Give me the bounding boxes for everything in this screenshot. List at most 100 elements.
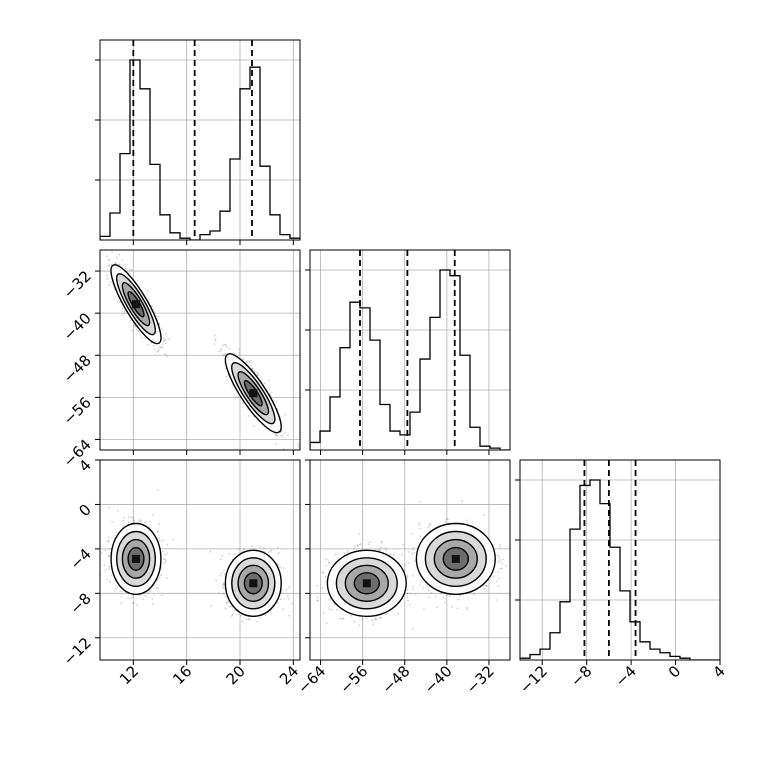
sample-point: [495, 599, 498, 601]
histogram-panel: [95, 39, 301, 245]
sample-point: [219, 558, 222, 561]
sample-point: [417, 524, 420, 526]
sample-point: [230, 615, 233, 617]
sample-point: [157, 348, 160, 351]
sample-point: [117, 510, 119, 512]
sample-point: [466, 519, 469, 522]
sample-point: [411, 533, 414, 535]
sample-point: [465, 608, 468, 611]
sample-point: [128, 268, 131, 271]
sample-point: [133, 519, 136, 522]
sample-point: [358, 532, 361, 535]
sample-point: [287, 598, 290, 600]
sample-point: [152, 308, 155, 311]
sample-point: [100, 552, 103, 554]
sample-point: [359, 543, 362, 545]
sample-point: [225, 601, 228, 604]
sample-point: [228, 553, 231, 555]
panel-frame: [99, 249, 301, 451]
sample-point: [228, 606, 231, 608]
sample-point: [122, 525, 124, 528]
sample-point: [137, 330, 140, 333]
sample-point: [107, 265, 109, 267]
sample-point: [290, 602, 293, 605]
sample-point: [156, 531, 159, 533]
sample-point: [253, 416, 255, 418]
sample-point: [156, 530, 159, 533]
sample-point: [222, 586, 225, 589]
sample-point: [147, 298, 150, 301]
sample-point: [104, 569, 107, 572]
scatter-points: [106, 251, 300, 450]
sample-point: [157, 536, 160, 539]
sample-point: [134, 325, 137, 328]
sample-point: [106, 578, 108, 581]
sample-point: [501, 567, 503, 570]
sample-point: [410, 552, 413, 555]
sample-point: [406, 596, 409, 599]
sample-point: [499, 559, 502, 561]
sample-point: [213, 343, 216, 345]
sample-point: [456, 607, 459, 610]
sample-point: [220, 572, 223, 574]
sample-point: [121, 313, 124, 316]
sample-point: [152, 594, 155, 597]
sample-point: [114, 262, 117, 264]
sample-point: [297, 446, 300, 448]
sample-point: [389, 553, 392, 555]
sample-point: [316, 599, 319, 602]
sample-point: [135, 604, 138, 606]
sample-point: [222, 354, 225, 357]
sample-point: [110, 263, 113, 266]
sample-point: [151, 305, 153, 308]
sample-point: [163, 558, 165, 560]
sample-point: [402, 543, 405, 546]
sample-point: [107, 536, 110, 539]
sample-point: [123, 263, 126, 266]
sample-point: [287, 594, 289, 597]
sample-point: [498, 544, 501, 546]
sample-point: [457, 598, 460, 601]
sample-point: [275, 400, 278, 403]
sample-point: [115, 256, 118, 259]
sample-point: [250, 364, 252, 367]
sample-point: [242, 358, 245, 361]
sample-point: [139, 334, 142, 336]
sample-point: [502, 558, 504, 561]
sample-point: [223, 583, 226, 586]
sample-point: [248, 361, 251, 364]
sample-point: [164, 553, 166, 556]
sample-point: [256, 620, 258, 623]
sample-point: [227, 600, 230, 602]
sample-point: [222, 344, 225, 347]
sample-point: [430, 592, 433, 594]
sample-point: [160, 346, 162, 349]
sample-point: [122, 519, 125, 522]
sample-point: [147, 343, 149, 346]
sample-point: [288, 586, 291, 589]
sample-point: [505, 564, 507, 567]
sample-point: [161, 343, 164, 345]
density-peak: [249, 389, 258, 398]
histogram-step: [310, 269, 510, 450]
sample-point: [256, 373, 259, 376]
sample-point: [496, 580, 499, 582]
sample-point: [161, 594, 164, 597]
sample-point: [346, 550, 349, 553]
sample-point: [315, 584, 318, 587]
sample-point: [483, 514, 486, 516]
sample-point: [225, 375, 228, 378]
sample-point: [149, 526, 151, 529]
sample-point: [165, 332, 168, 335]
sample-point: [147, 592, 150, 594]
sample-point: [297, 443, 300, 445]
sample-point: [440, 592, 443, 595]
sample-point: [133, 602, 136, 605]
sample-point: [108, 565, 111, 568]
sample-point: [328, 608, 331, 610]
sample-point: [220, 347, 223, 350]
sample-point: [168, 338, 170, 341]
sample-point: [264, 614, 267, 617]
sample-point: [161, 540, 164, 542]
